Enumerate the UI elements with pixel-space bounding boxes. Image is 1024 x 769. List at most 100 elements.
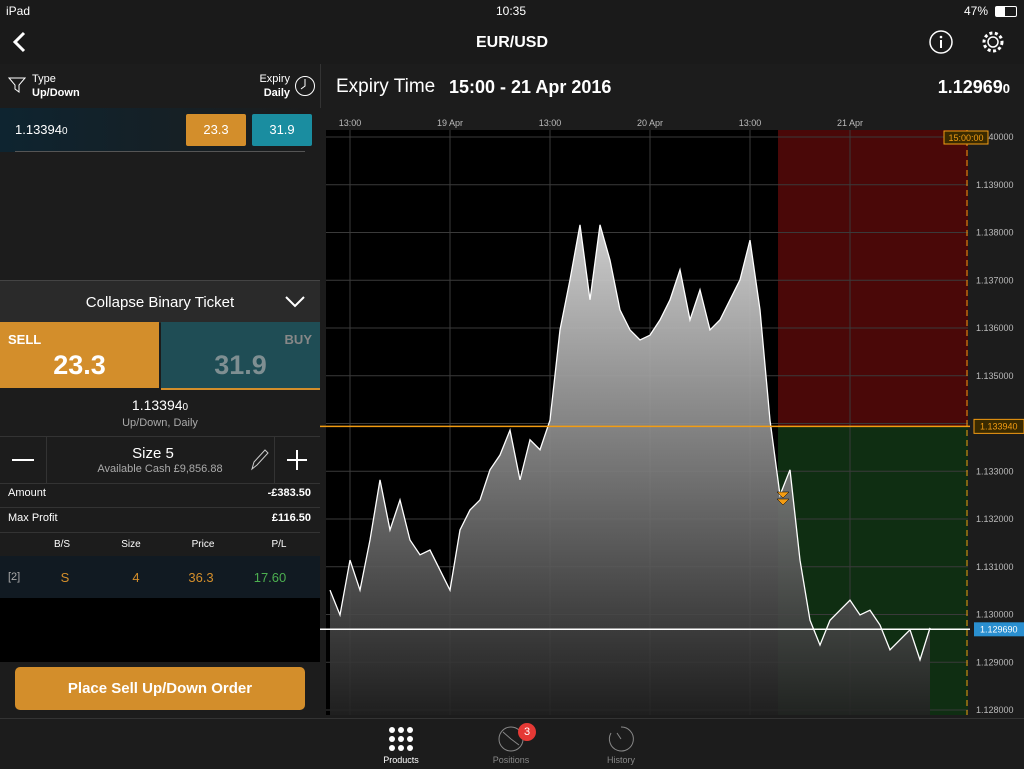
level-pip: 0: [182, 402, 189, 413]
current-price: 1.129690: [938, 77, 1010, 98]
sep: [274, 437, 275, 483]
x-tick-label: 13:00: [739, 118, 762, 128]
price-area: [330, 224, 930, 716]
y-tick-label: 1.138000: [976, 228, 1014, 238]
available-cash: Available Cash £9,856.88: [97, 463, 223, 475]
strike-tag-label: 1.133940: [980, 421, 1018, 431]
chart: 13:00 19 Apr 13:00 20 Apr 13:00 21 Apr 1.14000…: [320, 108, 1024, 718]
tab-icon: [608, 726, 634, 752]
y-tick-label: 1.136000: [976, 323, 1014, 333]
y-tick-label: 1.133000: [976, 466, 1014, 476]
strike-tag: [973, 418, 1024, 434]
y-tick-label: 1.129000: [976, 657, 1014, 667]
x-tick-label: 20 Apr: [637, 118, 663, 128]
expiry-time-label: Expiry Time: [336, 76, 436, 97]
info-button[interactable]: [928, 29, 954, 55]
tab-positions[interactable]: Positions 3: [480, 719, 542, 769]
buy-panel[interactable]: BUY 31.9: [161, 322, 320, 390]
sell-label: SELL: [8, 332, 42, 347]
type-value[interactable]: Up/Down: [32, 87, 80, 99]
th: Price: [191, 539, 215, 550]
divider: [15, 151, 305, 152]
plus-button[interactable]: [286, 449, 308, 471]
buy-label: BUY: [284, 332, 312, 347]
td: 17.60: [253, 570, 287, 585]
y-tick-label: 1.130000: [976, 610, 1014, 620]
sell-panel[interactable]: SELL 23.3: [0, 322, 159, 388]
tab-history[interactable]: History: [590, 719, 652, 769]
battery: 47%: [964, 4, 989, 18]
level: 1.13394: [131, 397, 183, 413]
current-tag: [974, 622, 1024, 637]
chart-header: Expiry Time 15:00 - 21 Apr 2016 1.129690: [321, 64, 1024, 108]
y-tick-label: 1.131000: [976, 562, 1014, 572]
th: B/S: [53, 539, 71, 550]
top-bar: iPad 10:35 47% EUR/USD: [0, 0, 1024, 64]
sell-price: 23.3: [53, 350, 106, 380]
expiry-label: Expiry: [259, 73, 290, 85]
x-tick-label: 19 Apr: [437, 118, 463, 128]
table-header: B/S Size Price P/L: [0, 532, 320, 557]
battery-icon: [995, 6, 1017, 17]
td: 4: [132, 570, 140, 585]
badge: 3: [518, 723, 536, 741]
expiry-time-value: 15:00 - 21 Apr 2016: [449, 77, 612, 97]
edit-icon[interactable]: [248, 447, 270, 473]
chevron: [285, 296, 305, 308]
blank: [0, 598, 320, 662]
price: 1.13394: [15, 122, 62, 137]
th: Size: [121, 539, 141, 550]
td: S: [60, 570, 70, 585]
td: [2]: [8, 571, 21, 583]
filter-icon[interactable]: [8, 76, 26, 94]
order-button[interactable]: Place Sell Up/Down Order: [15, 667, 305, 710]
tab-bar: Products Positions 3 History: [0, 718, 1024, 769]
current-tag-label: 1.129690: [980, 624, 1018, 634]
amount-label: Amount: [8, 487, 46, 499]
collapse-row[interactable]: Collapse Binary Ticket: [0, 280, 320, 323]
collapse-label: Collapse Binary Ticket: [85, 294, 235, 311]
price-pip: 0: [62, 126, 68, 137]
y-tick-label: 1.132000: [976, 514, 1014, 524]
expiry-tag-label: 15:00:00: [948, 133, 983, 143]
expiry-value[interactable]: Daily: [263, 87, 290, 99]
size: Size 5: [132, 445, 174, 462]
price: 1.12969: [937, 77, 1003, 97]
tab-products[interactable]: Products: [370, 719, 432, 769]
x-tick-label: 13:00: [539, 118, 562, 128]
minus-button[interactable]: [12, 459, 34, 461]
device: iPad: [6, 4, 31, 18]
y-tick-label: 1.139000: [976, 180, 1014, 190]
ticket-level: 1.133940: [0, 397, 320, 413]
amount: -£383.50: [267, 487, 311, 499]
clock-icon: [295, 76, 315, 96]
market-row[interactable]: 1.133940 23.3 31.9: [0, 108, 320, 152]
trade-marker: [776, 491, 790, 506]
sell-button[interactable]: 23.3: [186, 114, 246, 146]
clock: 10:35: [496, 4, 527, 18]
y-tick-label: 1.135000: [976, 371, 1014, 381]
expiry-tag: [943, 130, 989, 145]
x-tick-label: 21 Apr: [837, 118, 863, 128]
type-label: Type: [32, 73, 56, 85]
sep: [0, 507, 320, 508]
order-area: Place Sell Up/Down Order: [0, 662, 320, 718]
size-row: Size 5 Available Cash £9,856.88: [0, 436, 320, 484]
x-tick-label: 13:00: [339, 118, 362, 128]
ticket-description: Up/Down, Daily: [122, 417, 198, 429]
max-profit: £116.50: [271, 512, 311, 524]
left-panel: Type Up/Down Expiry Daily 1.133940 23.3 …: [0, 64, 321, 718]
buy-button[interactable]: 31.9: [252, 114, 312, 146]
y-tick-label: 1.128000: [976, 705, 1014, 715]
y-tick-label: 1.137000: [976, 275, 1014, 285]
settings-button[interactable]: [980, 29, 1006, 55]
y-tick-label: 1.140000: [976, 132, 1014, 142]
back-button[interactable]: [8, 30, 32, 54]
above-zone: [778, 130, 968, 427]
price-line: [329, 224, 931, 662]
buy-price: 31.9: [214, 350, 267, 380]
position-row[interactable]: [2] S 4 36.3 17.60: [0, 556, 320, 598]
max-profit-label: Max Profit: [8, 512, 58, 524]
td: 36.3: [188, 570, 214, 585]
